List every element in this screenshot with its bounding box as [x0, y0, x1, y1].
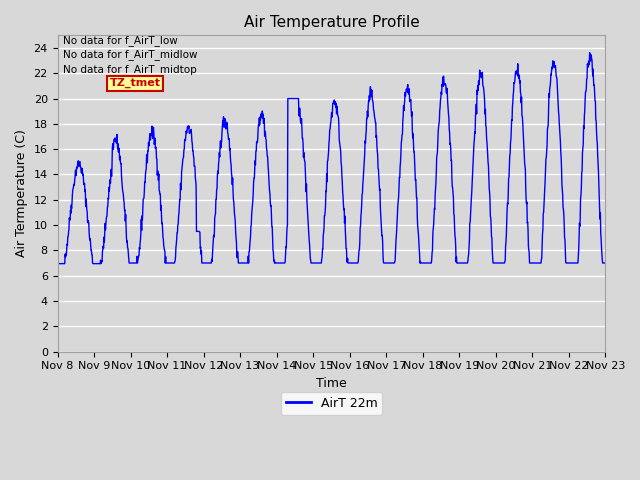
Text: No data for f_AirT_midtop: No data for f_AirT_midtop — [63, 64, 196, 75]
Text: No data for f_AirT_low: No data for f_AirT_low — [63, 36, 178, 46]
Text: TZ_tmet: TZ_tmet — [109, 78, 161, 88]
Title: Air Temperature Profile: Air Temperature Profile — [244, 15, 419, 30]
X-axis label: Time: Time — [316, 377, 347, 390]
Text: No data for f_AirT_midlow: No data for f_AirT_midlow — [63, 49, 198, 60]
Legend: AirT 22m: AirT 22m — [280, 392, 382, 415]
Y-axis label: Air Termperature (C): Air Termperature (C) — [15, 130, 28, 257]
